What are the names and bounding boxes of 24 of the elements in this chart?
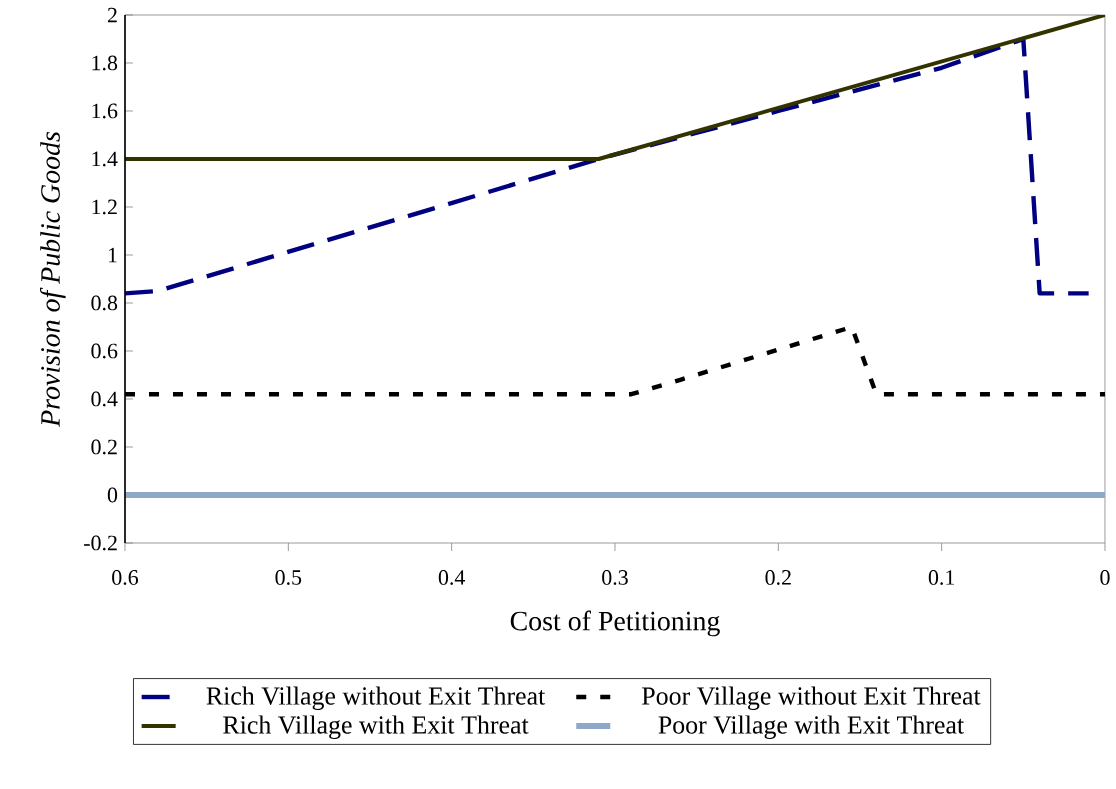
x-tick-label: 0.3 bbox=[602, 570, 628, 585]
x-tick-label: 0.4 bbox=[438, 570, 466, 585]
y-tick-label: 1.6 bbox=[92, 103, 118, 119]
legend-label: Poor Village without Exit Threat bbox=[642, 686, 981, 711]
y-tick-label: 2 bbox=[107, 7, 117, 23]
x-tick-label: 0.5 bbox=[275, 570, 302, 585]
legend-label: Rich Village without Exit Threat bbox=[206, 686, 546, 711]
y-tick-label: 1.4 bbox=[92, 151, 118, 167]
y-tick-label: 0.8 bbox=[91, 295, 118, 311]
y-tick-label: 0 bbox=[107, 487, 118, 503]
x-tick-label: 0.2 bbox=[765, 570, 791, 585]
y-axis-title: Provision of Public Goods bbox=[39, 131, 66, 428]
x-tick-label: 0.1 bbox=[928, 570, 955, 585]
y-tick-label: 0.6 bbox=[91, 343, 118, 359]
x-axis-title: Cost of Petitioning bbox=[510, 610, 720, 637]
legend-label: Rich Village with Exit Threat bbox=[223, 715, 529, 740]
y-tick-label: 0.2 bbox=[91, 439, 117, 455]
y-tick-label: 1.2 bbox=[92, 199, 117, 215]
y-tick-label: 1.8 bbox=[92, 55, 118, 71]
y-tick-label: -0.2 bbox=[84, 535, 117, 551]
y-tick-label: 1 bbox=[108, 247, 117, 263]
y-tick-label: 0.4 bbox=[91, 391, 118, 407]
legend-label: Poor Village with Exit Threat bbox=[658, 715, 964, 740]
x-tick-label: 0 bbox=[1100, 570, 1110, 585]
